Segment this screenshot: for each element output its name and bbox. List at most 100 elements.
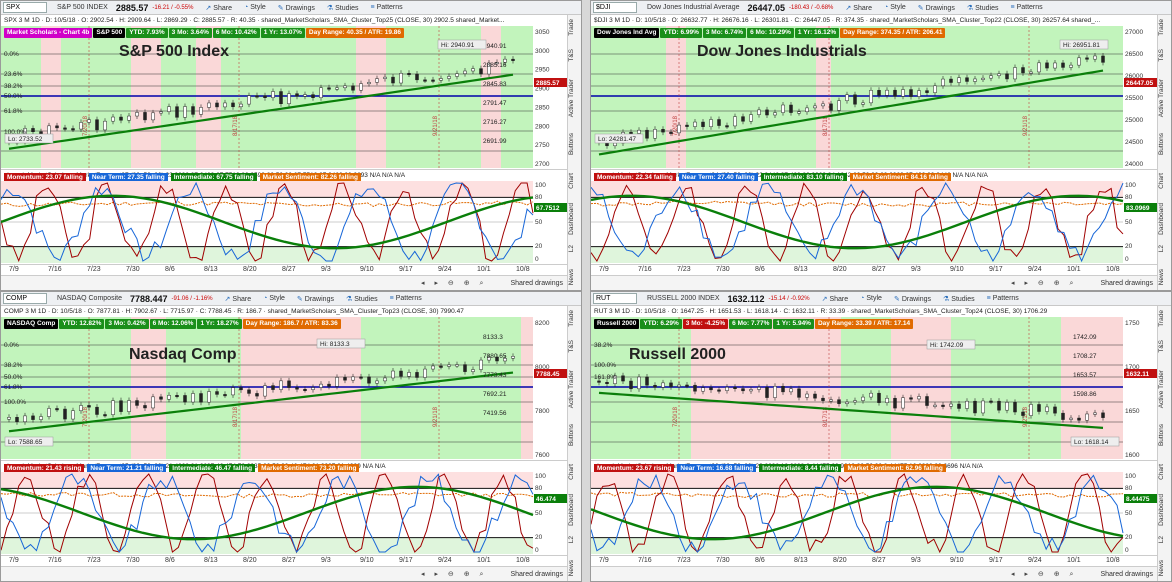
zoom-controls[interactable]: ◂ ▸ ⊖ ⊕ ⌕ [1011,280,1078,287]
share-button[interactable]: ↗ Share [822,295,849,303]
sidebar-tab-active-trader[interactable]: Active Trader [1158,79,1165,118]
price-candle [319,383,323,388]
svg-text:Hi: 2940.91: Hi: 2940.91 [441,42,475,49]
near-term-line [1,473,534,553]
indicator-axis-tick: 0 [535,256,539,263]
chart-toolbar: S&P 500 INDEX 2885.57 -16.21 / -0.55% ↗S… [1,1,581,15]
sidebar-tab-t-s[interactable]: T&S [568,49,575,62]
sidebar-tab-l-[interactable]: L2 [1158,536,1165,544]
shared-drawings-link[interactable]: Shared drawings [510,280,563,287]
sidebar-tab-chart[interactable]: Chart [1158,173,1165,189]
price-chart[interactable]: 7/20/18 8/17/18 9/21/18 0.0% 38.2% 50.0% 61.8%… [1,317,568,459]
sidebar-tab-l-[interactable]: L2 [568,536,575,544]
price-candle [359,376,363,379]
price-candle [613,142,617,147]
sidebar-tab-buttons[interactable]: Buttons [568,133,575,156]
net-change: -91.06 / -1.16% [171,295,213,302]
period-high-label: Hi: 8133.3 [316,338,366,349]
sidebar-tab-buttons[interactable]: Buttons [568,424,575,447]
style-button[interactable]: ◔ Style [244,4,266,11]
chart-panel-rut: RUSSELL 2000 INDEX 1632.112 -15.14 / -0.… [590,291,1172,582]
zoom-controls[interactable]: ◂ ▸ ⊖ ⊕ ⌕ [421,280,488,287]
fibonacci-label: 0.0% [4,342,19,349]
symbol-input[interactable] [593,293,637,304]
share-button[interactable]: ↗ Share [225,295,252,303]
oversold-zone [1,537,533,554]
patterns-button[interactable]: ≡ Patterns [1010,4,1042,11]
patterns-button[interactable]: ≡ Patterns [987,295,1019,302]
style-button[interactable]: ◔ Style [884,4,906,11]
date-tick-label: 8/20 [833,266,847,273]
symbol-input[interactable] [3,2,47,13]
sidebar-tab-dashboard[interactable]: Dashboard [568,203,575,235]
sidebar-tab-dashboard[interactable]: Dashboard [1158,203,1165,235]
indicator-axis-tick: 80 [1125,194,1133,201]
sidebar-tab-dashboard[interactable]: Dashboard [1158,494,1165,526]
zoom-controls[interactable]: ◂ ▸ ⊖ ⊕ ⌕ [421,571,488,578]
patterns-button[interactable]: ≡ Patterns [390,295,422,302]
market-forecast-chart[interactable]: 100 80 50 20 0 67.7512 [1,181,568,263]
studies-button[interactable]: ⚗ Studies [346,295,378,303]
sidebar-tab-news[interactable]: News [568,560,575,577]
studies-button[interactable]: ⚗ Studies [967,4,999,12]
price-chart[interactable]: 7/20/18 8/17/18 9/21/18 27000 26500 26000 2550… [591,26,1158,168]
share-icon: ↗ [205,4,212,12]
sidebar-tab-l-[interactable]: L2 [1158,245,1165,253]
sidebar-tab-t-s[interactable]: T&S [1158,49,1165,62]
market-forecast-chart[interactable]: 100 80 50 20 0 83.0969 [591,181,1158,263]
price-chart[interactable]: 7/20/18 8/17/18 9/21/18 0.0% 23.6% 38.2% 50.0%… [1,26,568,168]
sidebar-tab-news[interactable]: News [568,269,575,286]
sidebar-tab-buttons[interactable]: Buttons [1158,424,1165,447]
sidebar-tab-buttons[interactable]: Buttons [1158,133,1165,156]
drawings-button[interactable]: ✎ Drawings [894,295,931,303]
market-forecast-chart[interactable]: 100 80 50 20 0 46.474 [1,472,568,554]
sidebar-tab-trade[interactable]: Trade [1158,310,1165,327]
style-button[interactable]: ◔ Style [860,295,882,302]
sidebar-tab-news[interactable]: News [1158,560,1165,577]
indicator-tag: Market Sentiment: 82.26 falling [259,173,361,183]
shared-drawings-link[interactable]: Shared drawings [1100,280,1153,287]
sma-cluster-line [598,69,1104,156]
ohlc-info: SPX 3 M 1D · D: 10/5/18 · O: 2902.54 · H… [1,15,581,26]
indicator-axis-tick: 80 [535,194,543,201]
drawings-button[interactable]: ✎ Drawings [278,4,315,12]
shared-drawings-link[interactable]: Shared drawings [1100,571,1153,578]
price-candle [1069,417,1073,420]
sidebar-tab-trade[interactable]: Trade [568,19,575,36]
sidebar-tab-chart[interactable]: Chart [568,464,575,480]
market-forecast-chart[interactable]: 100 80 50 20 0 8.44475 [591,472,1158,554]
price-candle [159,111,163,114]
drawings-button[interactable]: ✎ Drawings [918,4,955,12]
sidebar-tab-trade[interactable]: Trade [568,310,575,327]
share-button[interactable]: ↗ Share [205,4,232,12]
date-tick-label: 7/9 [9,557,19,564]
intermediate-line [591,194,1124,250]
sidebar-tab-chart[interactable]: Chart [1158,464,1165,480]
sidebar-tab-t-s[interactable]: T&S [1158,340,1165,353]
symbol-input[interactable] [3,293,47,304]
share-button[interactable]: ↗ Share [845,4,872,12]
shared-drawings-link[interactable]: Shared drawings [510,571,563,578]
symbol-input[interactable] [593,2,637,13]
performance-tag: Day Range: 186.7 / ATR: 83.36 [242,319,341,329]
studies-button[interactable]: ⚗ Studies [943,295,975,303]
price-candle [661,382,665,388]
patterns-button[interactable]: ≡ Patterns [370,4,402,11]
sidebar-tab-active-trader[interactable]: Active Trader [568,79,575,118]
sidebar-tab-news[interactable]: News [1158,269,1165,286]
sidebar-tab-chart[interactable]: Chart [568,173,575,189]
zoom-controls[interactable]: ◂ ▸ ⊖ ⊕ ⌕ [1011,571,1078,578]
drawings-button[interactable]: ✎ Drawings [297,295,334,303]
sidebar-tab-l-[interactable]: L2 [568,245,575,253]
price-chart[interactable]: 7/20/18 8/17/18 9/21/18 38.2% 100.0% 161.8% 17… [591,317,1158,459]
sidebar-tab-t-s[interactable]: T&S [568,340,575,353]
style-button[interactable]: ◔ Style [263,295,285,302]
sidebar-tab-dashboard[interactable]: Dashboard [568,494,575,526]
sidebar-tab-active-trader[interactable]: Active Trader [1158,370,1165,409]
price-candle [1077,57,1081,66]
price-candle [183,395,187,403]
price-candle [199,393,203,403]
sidebar-tab-trade[interactable]: Trade [1158,19,1165,36]
studies-button[interactable]: ⚗ Studies [327,4,359,12]
sidebar-tab-active-trader[interactable]: Active Trader [568,370,575,409]
